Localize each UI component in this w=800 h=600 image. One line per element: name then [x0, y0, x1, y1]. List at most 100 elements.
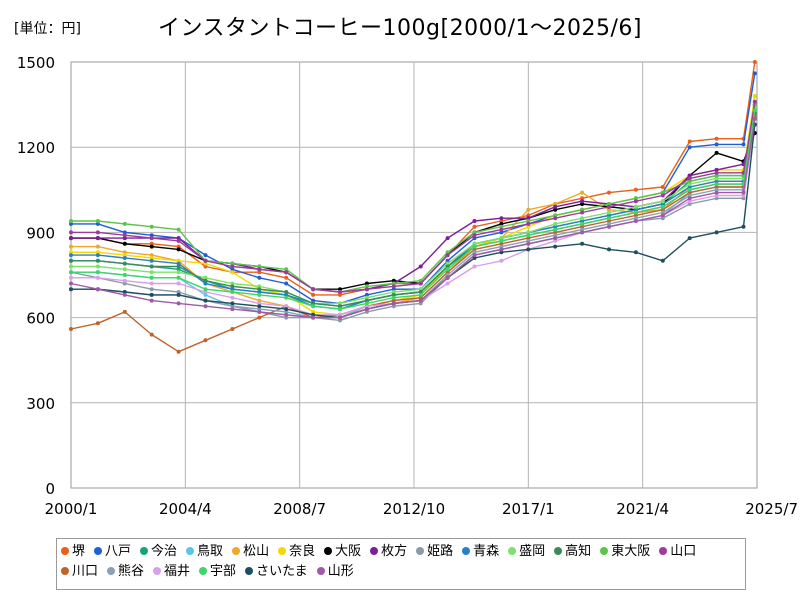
- data-point: [472, 233, 477, 238]
- data-point: [95, 230, 100, 235]
- data-point: [69, 219, 73, 223]
- data-point: [95, 264, 100, 269]
- data-point: [526, 219, 531, 223]
- data-point: [311, 292, 316, 297]
- data-point: [149, 244, 154, 249]
- data-point: [499, 258, 504, 263]
- data-point: [122, 230, 127, 235]
- data-point: [607, 216, 611, 221]
- data-point: [714, 182, 719, 187]
- data-point: [203, 253, 208, 258]
- data-point: [526, 238, 531, 243]
- data-point: [445, 253, 450, 258]
- legend-marker-icon: [199, 566, 208, 575]
- legend-label: 姫路: [427, 544, 454, 559]
- data-point: [714, 150, 719, 155]
- data-point: [472, 247, 477, 252]
- legend-label: 川口: [72, 564, 99, 579]
- data-point: [553, 204, 558, 209]
- data-point: [364, 304, 369, 309]
- data-point: [176, 247, 181, 252]
- data-point: [311, 301, 316, 306]
- legend-marker-icon: [153, 566, 162, 575]
- data-point: [752, 116, 757, 121]
- data-point: [607, 213, 611, 218]
- legend-item: 盛岡: [508, 542, 545, 562]
- series-山形: [69, 116, 757, 320]
- data-point: [203, 298, 208, 303]
- legend-label: 高知: [565, 544, 592, 559]
- data-point: [284, 309, 289, 314]
- data-point: [364, 309, 369, 314]
- data-point: [257, 270, 262, 275]
- data-point: [580, 207, 585, 212]
- legend-item: 川口: [61, 562, 98, 582]
- data-point: [472, 241, 477, 246]
- legend-item: 山口: [659, 542, 696, 562]
- legend-marker-icon: [232, 546, 241, 555]
- data-point: [391, 301, 396, 306]
- data-point: [687, 179, 692, 184]
- data-point: [391, 287, 396, 292]
- data-point: [714, 187, 719, 192]
- data-point: [633, 219, 638, 223]
- data-point: [95, 287, 100, 292]
- data-point: [526, 224, 531, 229]
- data-point: [95, 253, 100, 258]
- data-point: [284, 295, 289, 300]
- data-point: [499, 221, 504, 226]
- data-point: [284, 275, 289, 280]
- legend-item: 奈良: [278, 542, 315, 562]
- legend-label: 枚方: [381, 544, 408, 559]
- data-point: [257, 292, 262, 297]
- legend-label: 東大阪: [611, 544, 651, 559]
- data-point: [203, 258, 208, 263]
- legend-marker-icon: [94, 546, 103, 555]
- data-point: [203, 264, 208, 269]
- data-point: [311, 298, 316, 303]
- data-point: [69, 287, 73, 292]
- data-point: [687, 173, 692, 178]
- data-point: [176, 264, 181, 269]
- data-point: [230, 287, 235, 292]
- data-point: [741, 224, 746, 229]
- data-point: [149, 287, 154, 292]
- data-point: [526, 230, 531, 235]
- data-point: [391, 278, 396, 283]
- data-point: [364, 295, 369, 300]
- data-point: [391, 281, 396, 286]
- data-point: [230, 261, 235, 266]
- data-point: [499, 227, 504, 232]
- legend-item: 八戸: [94, 542, 131, 562]
- data-point: [338, 287, 342, 292]
- data-point: [230, 295, 235, 300]
- data-point: [633, 204, 638, 209]
- legend-marker-icon: [186, 546, 195, 555]
- data-point: [149, 253, 154, 258]
- data-point: [445, 236, 450, 241]
- legend-item: 松山: [232, 542, 269, 562]
- data-point: [526, 221, 531, 226]
- data-point: [472, 224, 477, 229]
- y-tick-label: 300: [26, 395, 55, 413]
- legend-item: さいたま: [245, 562, 308, 582]
- data-point: [203, 290, 208, 294]
- data-point: [714, 179, 719, 184]
- legend-marker-icon: [324, 546, 333, 555]
- legend-item: 姫路: [416, 542, 453, 562]
- data-point: [176, 261, 181, 266]
- data-point: [687, 190, 692, 195]
- data-point: [660, 258, 665, 263]
- data-point: [69, 258, 73, 263]
- data-point: [230, 267, 235, 272]
- data-point: [176, 258, 181, 263]
- data-point: [257, 298, 262, 303]
- data-point: [660, 213, 665, 218]
- data-point: [660, 210, 665, 215]
- data-point: [69, 236, 73, 241]
- data-point: [176, 227, 181, 232]
- data-point: [472, 264, 477, 269]
- data-point: [445, 261, 450, 266]
- legend-label: 八戸: [105, 544, 132, 559]
- legend-item: 堺: [61, 542, 85, 562]
